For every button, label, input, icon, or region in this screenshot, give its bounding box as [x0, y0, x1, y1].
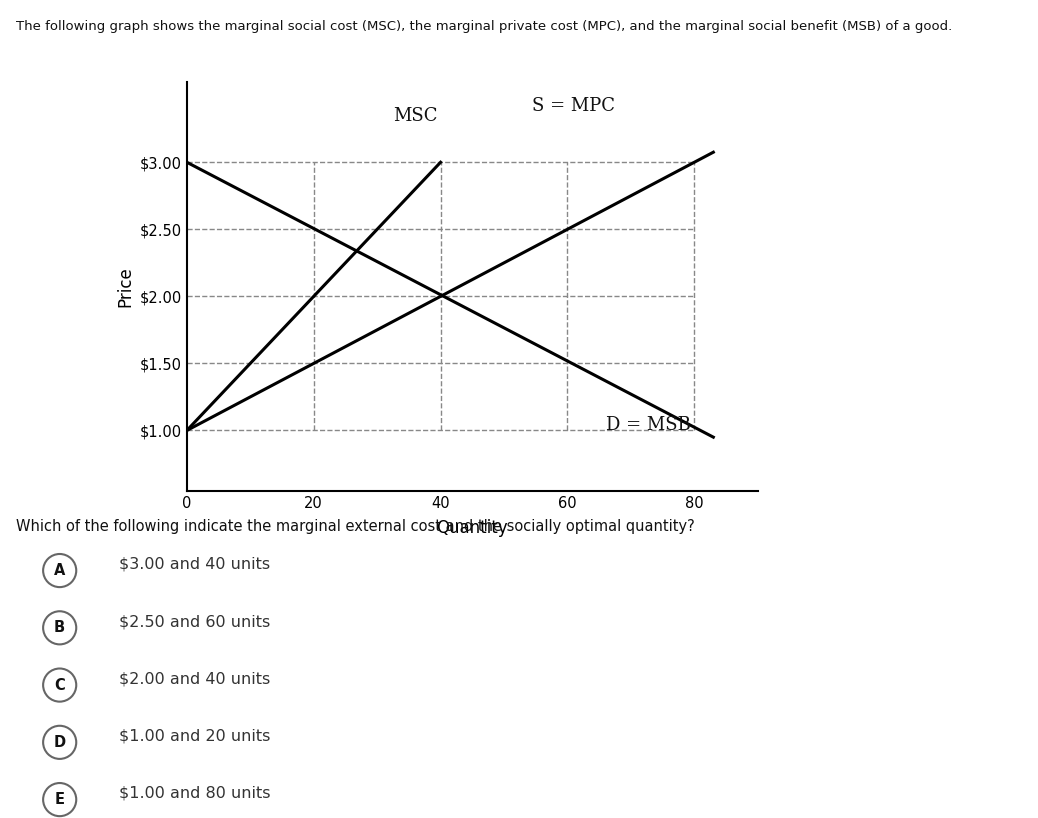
Text: E: E	[55, 792, 64, 807]
Y-axis label: Price: Price	[116, 266, 134, 307]
Text: MSC: MSC	[393, 106, 437, 124]
Text: A: A	[54, 563, 65, 578]
Text: $1.00 and 20 units: $1.00 and 20 units	[119, 729, 271, 744]
Text: The following graph shows the marginal social cost (MSC), the marginal private c: The following graph shows the marginal s…	[16, 20, 952, 34]
Text: $1.00 and 80 units: $1.00 and 80 units	[119, 786, 271, 801]
Text: B: B	[54, 620, 65, 636]
Text: Which of the following indicate the marginal external cost and the socially opti: Which of the following indicate the marg…	[16, 519, 694, 534]
Text: S = MPC: S = MPC	[532, 97, 616, 115]
X-axis label: Quantity: Quantity	[436, 519, 509, 537]
Text: C: C	[54, 677, 65, 693]
Text: $2.00 and 40 units: $2.00 and 40 units	[119, 672, 271, 686]
Text: $3.00 and 40 units: $3.00 and 40 units	[119, 557, 271, 572]
Text: D: D	[54, 735, 65, 750]
Text: D = MSB: D = MSB	[605, 416, 690, 434]
Text: $2.50 and 60 units: $2.50 and 60 units	[119, 614, 271, 629]
